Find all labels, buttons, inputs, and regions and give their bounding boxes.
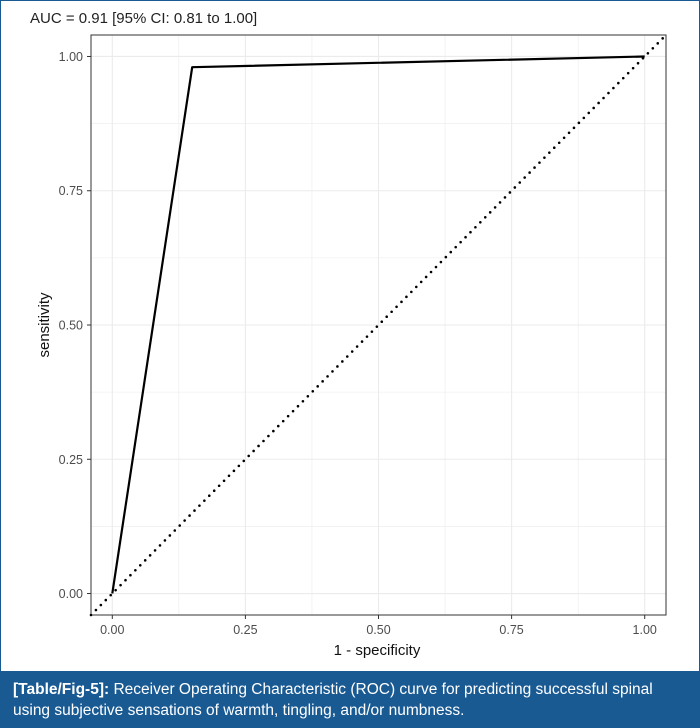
y-tick-label: 0.25	[59, 453, 83, 467]
y-axis-label: sensitivity	[36, 292, 53, 358]
x-tick-label: 0.50	[366, 623, 390, 637]
auc-annotation: AUC = 0.91 [95% CI: 0.81 to 1.00]	[30, 10, 258, 27]
series-lines	[89, 33, 668, 617]
roc-chart: 0.00 0.25 0.50 0.75 1.00 0.00 0.25 0.50 0.75 1.00…	[36, 33, 668, 659]
x-tick-label: 1.00	[633, 623, 657, 637]
x-axis-label: 1 - specificity	[334, 642, 421, 659]
figure-caption: [Table/Fig-5]: Receiver Operating Charac…	[1, 671, 699, 727]
axis-ticks: 0.00 0.25 0.50 0.75 1.00 0.00 0.25 0.50 0.75 1.00	[59, 50, 657, 637]
roc-curve-line	[111, 55, 645, 594]
x-tick-label: 0.00	[100, 623, 124, 637]
caption-reference: [Table/Fig-5]:	[13, 681, 110, 698]
y-tick-label: 0.00	[59, 587, 83, 601]
x-tick-label: 0.25	[233, 623, 257, 637]
y-tick-label: 0.50	[59, 319, 83, 333]
caption-text: Receiver Operating Characteristic (ROC) …	[13, 681, 653, 719]
y-tick-label: 0.75	[59, 184, 83, 198]
y-tick-label: 1.00	[59, 50, 83, 64]
grid-lines	[91, 35, 666, 615]
x-tick-label: 0.75	[499, 623, 523, 637]
